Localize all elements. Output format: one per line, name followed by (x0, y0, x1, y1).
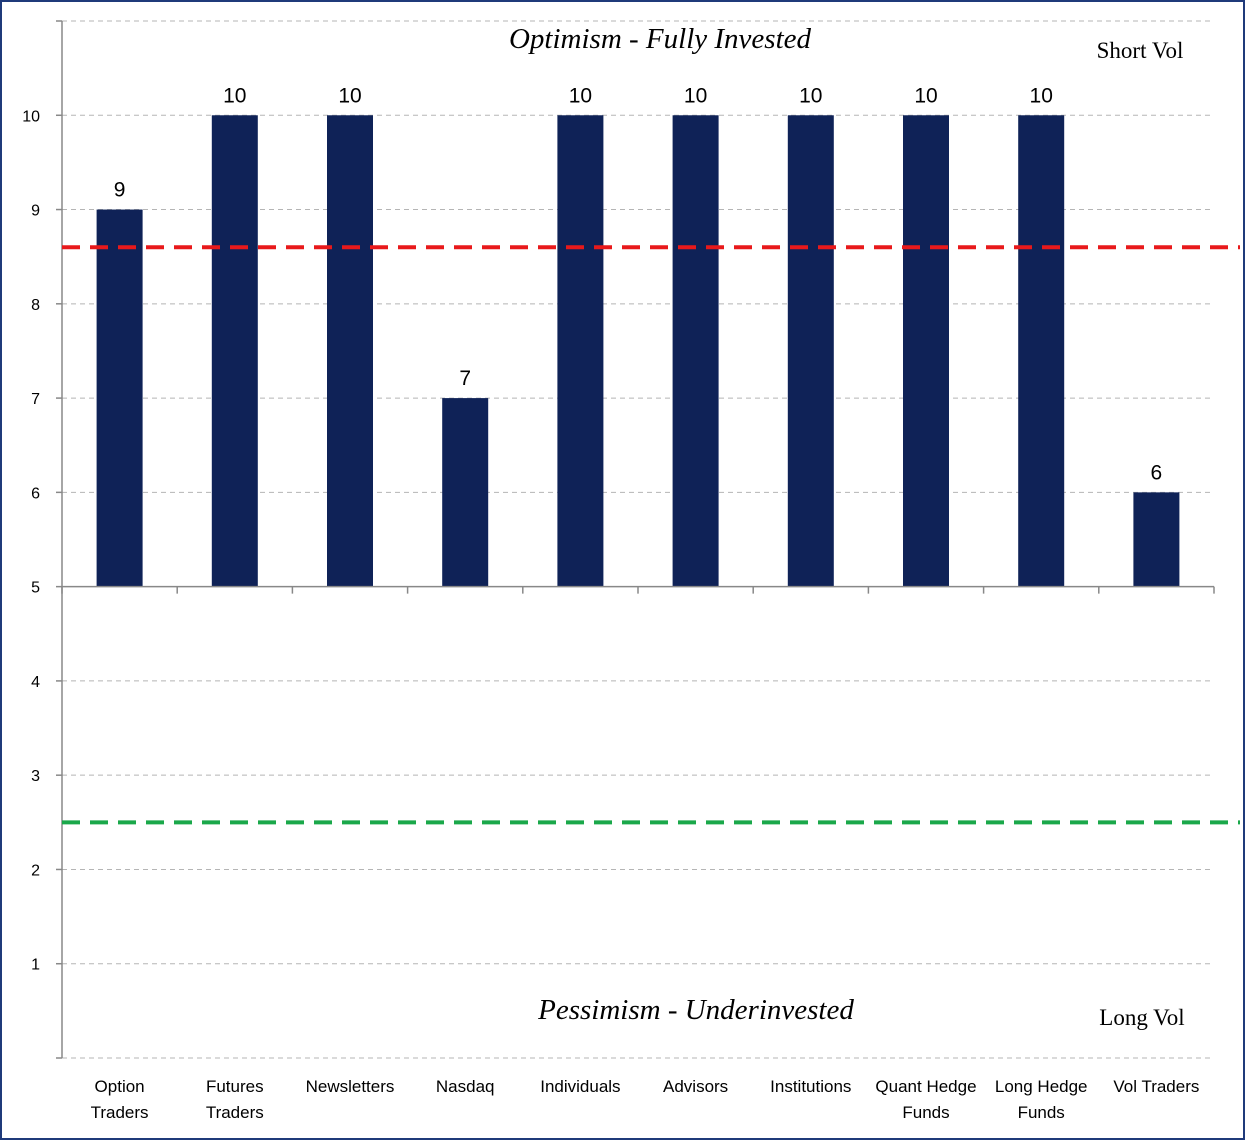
bars (96, 115, 1180, 587)
y-tick-label: 10 (22, 108, 40, 125)
bar (442, 398, 489, 587)
x-tick-label: Long Hedge Funds (995, 1077, 1088, 1122)
y-tick-label: 7 (31, 391, 40, 408)
data-label: 9 (114, 179, 126, 202)
x-tick-label: Futures Traders (206, 1077, 264, 1122)
bar (903, 115, 949, 587)
x-tick-label: Quant Hedge Funds (875, 1077, 976, 1122)
x-tick-label: Nasdaq (436, 1077, 495, 1096)
pessimism-annotation: Pessimism - Underinvested (537, 994, 854, 1026)
bar (787, 115, 834, 587)
x-tick-label: Vol Traders (1113, 1077, 1199, 1096)
data-label: 10 (223, 84, 246, 107)
y-tick-label: 2 (31, 862, 40, 879)
y-tick-label: 8 (31, 297, 40, 314)
data-label: 10 (684, 84, 707, 107)
data-label: 10 (914, 84, 937, 107)
data-label: 7 (459, 367, 471, 390)
long-vol-annotation: Long Vol (1099, 1005, 1184, 1030)
bar (96, 209, 143, 587)
x-tick-label: Newsletters (306, 1077, 395, 1096)
data-label: 10 (1030, 84, 1053, 107)
x-category-labels: Option Traders Futures Traders Newsletters Na… (91, 1077, 1200, 1122)
x-tick-label: Option Traders (91, 1077, 149, 1122)
bar (672, 115, 719, 587)
y-tick-label: 3 (31, 768, 40, 785)
data-labels: 9 10 10 7 10 10 10 10 10 6 (114, 84, 1162, 484)
y-tick-label: 6 (31, 485, 40, 502)
data-label: 10 (569, 84, 592, 107)
bar (327, 115, 373, 587)
y-tick-label: 5 (31, 580, 40, 597)
x-tick-label: Individuals (540, 1077, 620, 1096)
bar (557, 115, 604, 587)
y-tick-labels: 1 2 3 4 5 6 7 8 9 10 (22, 108, 40, 973)
y-tick-label: 4 (31, 674, 40, 691)
x-tick-label: Institutions (770, 1077, 851, 1096)
y-tick-label: 9 (31, 203, 40, 220)
optimism-annotation: Optimism - Fully Invested (509, 23, 812, 55)
data-label: 10 (799, 84, 822, 107)
reference-lines (62, 245, 1240, 825)
x-tick-label: Advisors (663, 1077, 728, 1096)
short-vol-annotation: Short Vol (1097, 38, 1184, 63)
data-label: 10 (338, 84, 361, 107)
bar (211, 115, 258, 587)
bar (1018, 115, 1065, 587)
axes (56, 20, 1215, 1059)
y-tick-label: 1 (31, 957, 40, 974)
data-label: 6 (1151, 461, 1163, 484)
bar (1133, 492, 1180, 587)
